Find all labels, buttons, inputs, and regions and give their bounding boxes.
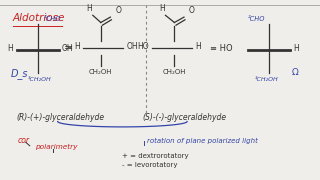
Text: OH: OH	[126, 42, 138, 51]
Text: ²CHO: ²CHO	[44, 16, 62, 22]
Text: O: O	[115, 6, 121, 15]
Text: polarimetry: polarimetry	[35, 144, 77, 150]
Text: H: H	[87, 4, 92, 13]
Text: ³CH₂OH: ³CH₂OH	[255, 77, 279, 82]
Text: (R)-(+)-glyceraldehyde: (R)-(+)-glyceraldehyde	[17, 113, 105, 122]
Text: =: =	[64, 43, 74, 53]
Text: CH₂OH: CH₂OH	[89, 69, 113, 75]
Text: (S)-(-)-glyceraldehyde: (S)-(-)-glyceraldehyde	[142, 113, 226, 122]
Text: cor: cor	[18, 136, 30, 145]
Text: H: H	[293, 44, 299, 53]
Text: Ω: Ω	[291, 68, 298, 77]
Text: Aldotriose: Aldotriose	[13, 13, 65, 23]
Text: H: H	[159, 4, 165, 13]
Text: HO: HO	[137, 42, 149, 51]
Text: ≡ HO: ≡ HO	[210, 44, 232, 53]
Text: - = levorotatory: - = levorotatory	[122, 162, 177, 168]
Text: OH: OH	[62, 44, 73, 53]
Text: D_s: D_s	[11, 68, 29, 79]
Text: H: H	[74, 42, 80, 51]
Text: + = dextrorotatory: + = dextrorotatory	[122, 153, 188, 159]
Text: rotation of plane polarized light: rotation of plane polarized light	[147, 138, 258, 144]
Text: H: H	[195, 42, 201, 51]
Text: ²CHO: ²CHO	[248, 16, 266, 22]
Text: O: O	[189, 6, 195, 15]
Text: ³CH₂OH: ³CH₂OH	[28, 77, 51, 82]
Text: H: H	[7, 44, 13, 53]
Text: CH₂OH: CH₂OH	[163, 69, 186, 75]
